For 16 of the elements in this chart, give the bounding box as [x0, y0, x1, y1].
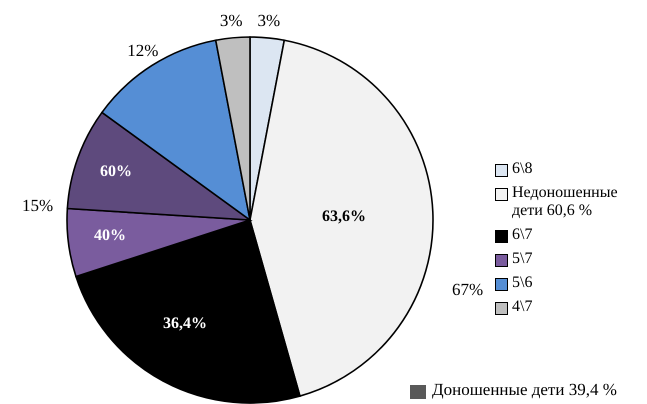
text: 40%	[94, 227, 126, 245]
text: 15%	[22, 196, 54, 216]
legend-label: Недоношенные дети 60,6 %	[512, 184, 619, 220]
legend-label: 5\6	[512, 274, 532, 292]
text: 67%	[452, 280, 484, 300]
legend-label: 6\8	[512, 160, 532, 178]
data-label: 12%	[127, 41, 158, 60]
data-label: 3%	[257, 10, 280, 30]
data-label: 3%	[220, 10, 243, 30]
legend-label: 4\7	[512, 298, 532, 316]
text: 63,6%	[322, 208, 366, 226]
text: Доношенные дети 39,4 %	[432, 380, 617, 400]
text: 36,4%	[163, 315, 207, 333]
legend-label: 5\7	[512, 250, 532, 268]
text: 60%	[100, 163, 132, 181]
legend-label: 6\7	[512, 226, 532, 244]
